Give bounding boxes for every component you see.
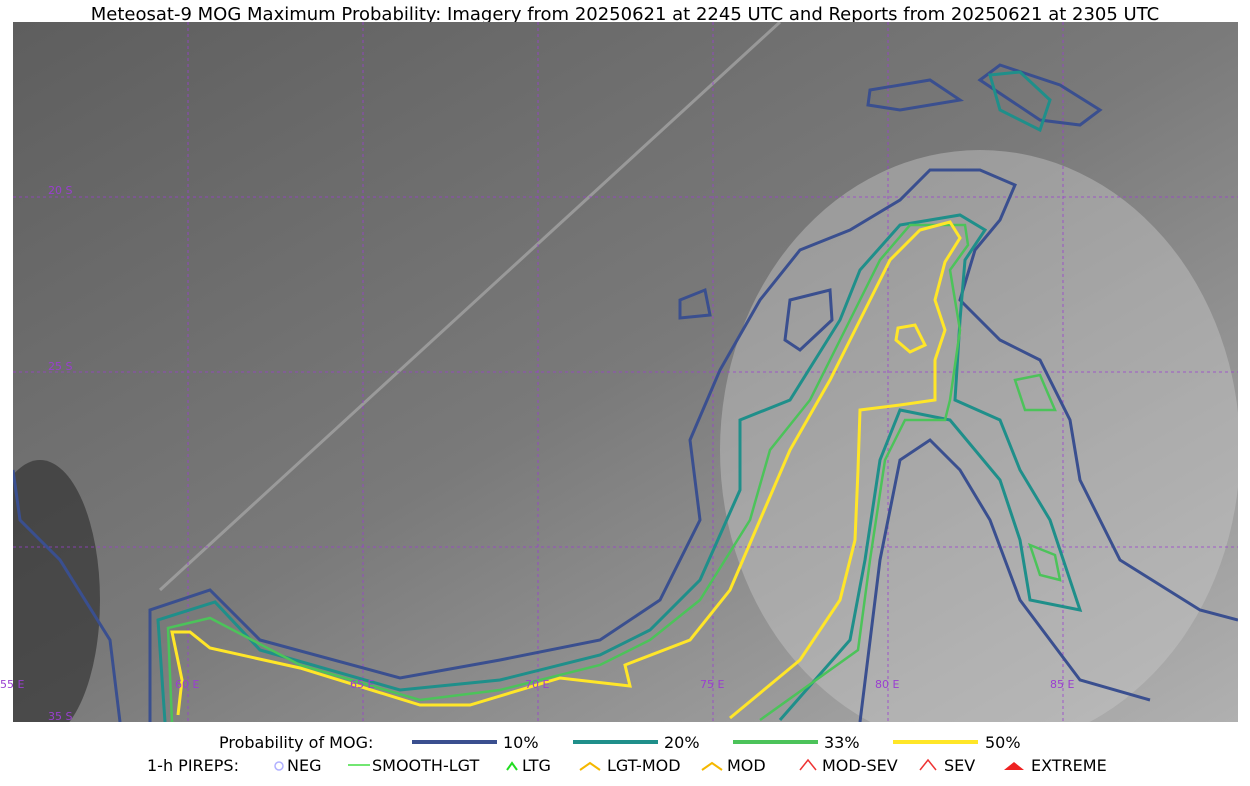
pirep-icon (701, 761, 723, 771)
pirep-icon (1004, 762, 1024, 770)
contour-33 (166, 223, 1062, 722)
title: Meteosat-9 MOG Maximum Probability: Imag… (91, 4, 1159, 25)
legend-label: 20% (664, 733, 700, 752)
contours (13, 63, 1238, 722)
cloud (13, 460, 100, 722)
legend-label: LGT-MOD (607, 756, 681, 775)
legend-label: SEV (944, 756, 975, 775)
legend-label: MOD (727, 756, 766, 775)
longitude-label: 80 E (875, 678, 899, 691)
legend-label: MOD-SEV (822, 756, 898, 775)
swath-edge (158, 22, 782, 592)
longitude-label: 65 E (350, 678, 374, 691)
contour-10 (678, 63, 1103, 352)
latitude-label: 35 S (48, 710, 72, 723)
contour-10 (13, 168, 1238, 722)
longitude-label: 55 E (0, 678, 24, 691)
legend-label: SMOOTH-LGT (372, 756, 479, 775)
pirep-icon (579, 761, 601, 771)
contour-20 (156, 70, 1083, 722)
legend-label: 10% (503, 733, 539, 752)
map (13, 22, 1238, 722)
longitude-label: 60 E (175, 678, 199, 691)
legend: Probability of MOG: 10% 20% 33% 50% 1-h … (147, 733, 1107, 775)
legend-title: Probability of MOG: (219, 733, 373, 752)
longitude-label: 70 E (525, 678, 549, 691)
grid-labels: 20 S 25 S 35 S 55 E 60 E 65 E 70 E 75 E … (0, 184, 1074, 723)
pirep-icon (274, 761, 284, 771)
longitude-label: 85 E (1050, 678, 1074, 691)
pirep-icon (919, 758, 937, 771)
pirep-icon (506, 761, 518, 771)
legend-label: EXTREME (1031, 756, 1107, 775)
legend-label: 50% (985, 733, 1021, 752)
contour-50 (170, 220, 962, 720)
legend-label: 33% (824, 733, 860, 752)
legend-label: LTG (522, 756, 551, 775)
legend-title: 1-h PIREPS: (147, 756, 239, 775)
longitude-label: 75 E (700, 678, 724, 691)
legend-label: NEG (287, 756, 321, 775)
latitude-label: 25 S (48, 360, 72, 373)
pirep-icon (799, 758, 817, 771)
latitude-label: 20 S (48, 184, 72, 197)
